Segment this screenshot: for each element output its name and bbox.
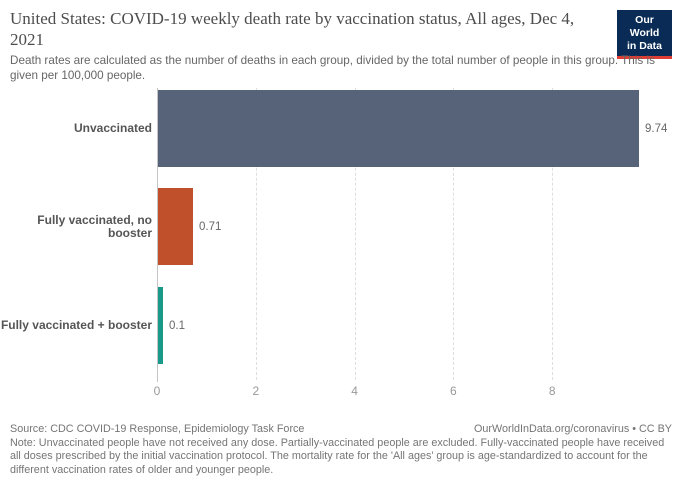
owid-logo[interactable]: Our World in Data xyxy=(617,10,672,59)
category-label: Fully vaccinated + booster xyxy=(0,318,152,332)
value-label: 0.1 xyxy=(169,319,185,332)
bar[interactable] xyxy=(158,188,193,265)
x-tick-label: 6 xyxy=(450,384,457,398)
category-label: Fully vaccinated, no booster xyxy=(37,212,152,240)
chart-title: United States: COVID-19 weekly death rat… xyxy=(10,9,575,49)
chart-footer: Source: CDC COVID-19 Response, Epidemiol… xyxy=(10,423,672,477)
plot-area: 0 2 4 6 8 Unvaccinated 9.74 Fully vaccinated, n… xyxy=(0,88,680,408)
x-tick-label: 0 xyxy=(153,384,161,398)
category-label: Unvaccinated xyxy=(73,121,152,135)
x-axis-zero-line xyxy=(157,88,158,382)
owid-logo-line1: Our World xyxy=(629,14,660,39)
x-tick-label: 8 xyxy=(548,384,556,398)
attribution-link[interactable]: OurWorldInData.org/coronavirus • CC BY xyxy=(474,423,672,435)
gridline xyxy=(453,88,455,380)
value-label: 0.71 xyxy=(199,220,222,233)
gridline xyxy=(255,88,257,380)
value-label: 9.74 xyxy=(645,122,668,135)
bar[interactable] xyxy=(158,90,639,167)
x-tick-label: 2 xyxy=(252,384,260,398)
gridline xyxy=(354,88,356,380)
gridline xyxy=(552,88,554,380)
source-text: Source: CDC COVID-19 Response, Epidemiol… xyxy=(10,423,305,435)
chart-subtitle: Death rates are calculated as the number… xyxy=(10,54,655,82)
x-tick-label: 4 xyxy=(351,384,358,398)
note-text: Note: Unvaccinated people have not recei… xyxy=(10,436,665,476)
bar[interactable] xyxy=(158,287,163,364)
owid-logo-line2: in Data xyxy=(626,40,662,52)
